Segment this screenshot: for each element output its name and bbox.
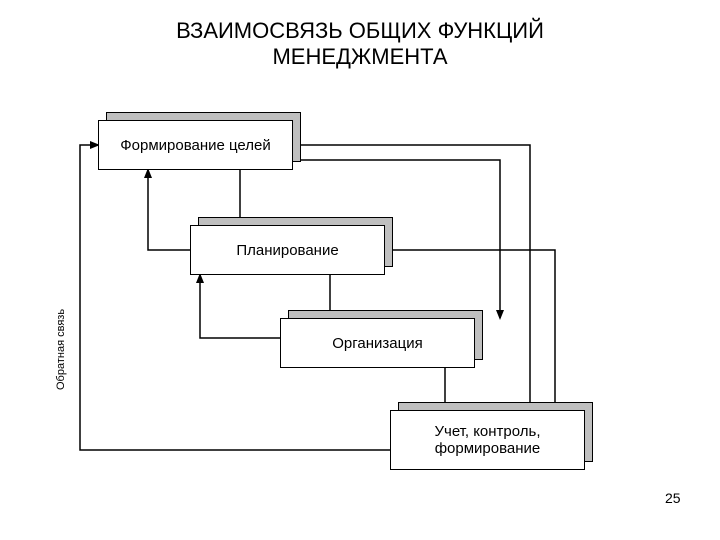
node-n3: Организация (280, 318, 475, 368)
edge (148, 170, 190, 250)
page-number: 25 (665, 490, 681, 506)
node-label: Организация (332, 335, 422, 352)
diagram-title: ВЗАИМОСВЯЗЬ ОБЩИХ ФУНКЦИЙ МЕНЕДЖМЕНТА (110, 18, 610, 70)
node-n2: Планирование (190, 225, 385, 275)
node-n4: Учет, контроль, формирование (390, 410, 585, 470)
node-n1: Формирование целей (98, 120, 293, 170)
node-label: Планирование (236, 242, 338, 259)
feedback-label: Обратная связь (55, 309, 67, 390)
diagram-canvas: ВЗАИМОСВЯЗЬ ОБЩИХ ФУНКЦИЙ МЕНЕДЖМЕНТА Фо… (0, 0, 720, 540)
edge (80, 145, 390, 450)
node-label: Учет, контроль, формирование (391, 423, 584, 457)
edge (293, 145, 530, 410)
node-label: Формирование целей (120, 137, 271, 154)
edge (200, 275, 280, 338)
